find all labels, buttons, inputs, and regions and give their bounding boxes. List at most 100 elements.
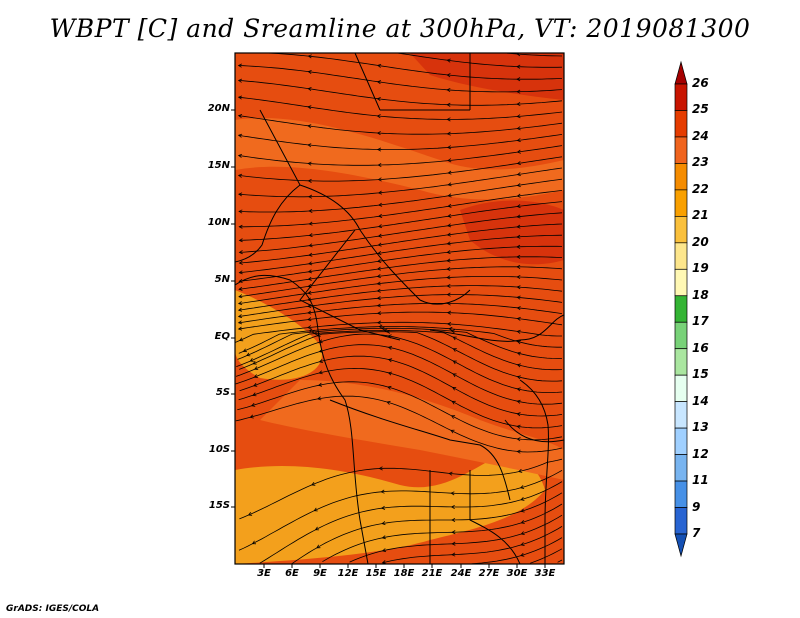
streamline-arrow [380,505,386,510]
streamline-arrow [516,437,521,442]
streamline-arrow [307,143,312,148]
streamline-arrow [520,542,525,546]
streamline-arrow [237,301,243,306]
streamline-arrow [307,269,313,274]
coastlines [235,53,564,564]
streamline-arrow [517,468,523,473]
streamline-arrow [377,202,383,207]
streamline-arrow [516,264,521,269]
streamline-arrow [316,544,321,549]
colorbar-label: 12 [692,446,709,461]
colorbar-label: 23 [692,155,709,170]
streamline-arrow [376,320,382,325]
streamline-arrow [450,415,456,419]
streamline-arrow [308,252,313,257]
streamline-arrow [447,213,452,218]
streamline-arrow [451,541,456,546]
colorbar-label: 11 [692,473,709,488]
streamline-arrow [377,242,382,247]
streamline-arrow [237,326,243,331]
streamline [259,481,563,564]
streamline-arrow [311,481,316,486]
streamline [237,381,563,441]
streamline-arrow [520,531,525,535]
plot-title: WBPT [C] and Sreamline at 300hPa, VT: 20… [49,14,751,43]
streamline-arrow [520,508,525,513]
colorbar-segment [674,268,688,297]
colorbar-label: 25 [692,102,709,117]
lat-label: EQ [214,331,230,342]
streamline-arrow [378,466,383,471]
streamline [507,53,563,57]
streamline-arrow [447,182,452,187]
streamline-arrow [318,359,323,363]
streamline-arrow [238,294,243,299]
streamline-arrow [307,70,312,75]
streamline-arrow [377,190,383,195]
lon-label: 12E [337,568,359,579]
streamline [235,333,563,393]
streamline-arrow [308,233,313,238]
lon-label: 3E [257,568,271,579]
streamline-arrow [376,258,382,263]
colorbar-segment [674,401,688,429]
streamline [238,285,563,311]
streamline [268,53,563,80]
wbpt-low-south [235,454,545,564]
streamline-arrow [452,336,457,341]
streamline [237,327,563,360]
streamline-arrow [447,170,452,175]
colorbar-label: 24 [692,128,709,143]
streamline-arrow [516,295,521,300]
colorbar-segment [674,427,688,455]
streamline-arrow [377,177,382,182]
colorbar-segment [674,216,688,244]
lon-label: 21E [421,568,443,579]
footer-credit: GrADS: IGES/COLA [6,604,100,614]
streamline-arrow [452,348,457,352]
streamline [239,234,563,274]
streamline-arrow [387,345,393,350]
streamline-arrow [446,258,451,263]
streamline-arrow [516,224,521,229]
streamline [238,134,563,150]
streamline [238,156,563,182]
streamline-arrow [238,250,243,255]
colorbar-label: 18 [692,287,709,302]
streamline-arrow [516,204,521,209]
streamline-arrow [251,540,257,545]
colorbar-segment [674,454,688,482]
streamline-arrow [452,373,457,378]
streamline-arrow [237,307,243,312]
streamline-arrow [237,133,243,138]
streamline-arrow [376,288,381,293]
streamline-arrow [250,402,256,407]
streamline-arrow [307,325,312,330]
streamline-arrow [516,234,521,239]
streamline-arrow [447,193,452,198]
lat-label: 15N [207,160,230,171]
streamline-arrow [237,173,243,178]
streamline-arrow [516,316,521,321]
streamline-arrow [238,278,243,283]
streamline-arrow [516,214,521,219]
streamline-arrow [446,131,451,136]
colorbar-segment [674,348,688,376]
longitude-ticks [263,564,546,568]
streamline-arrow [307,124,312,129]
streamline-arrow [381,521,386,526]
streamline-arrow [310,329,316,334]
streamline-arrow [237,314,243,319]
streamline-arrow [520,497,525,501]
streamline-arrow [387,358,393,363]
streamline-arrow [516,101,521,107]
streamline-arrow [307,261,313,266]
streamline-arrow [446,73,451,78]
streamline [239,178,563,213]
colorbar-segment [674,321,688,350]
lat-label: 15S [208,500,230,511]
streamline-arrow [516,340,522,345]
streamline [235,344,563,405]
streamline-arrow [446,223,452,228]
streamline [238,65,563,93]
